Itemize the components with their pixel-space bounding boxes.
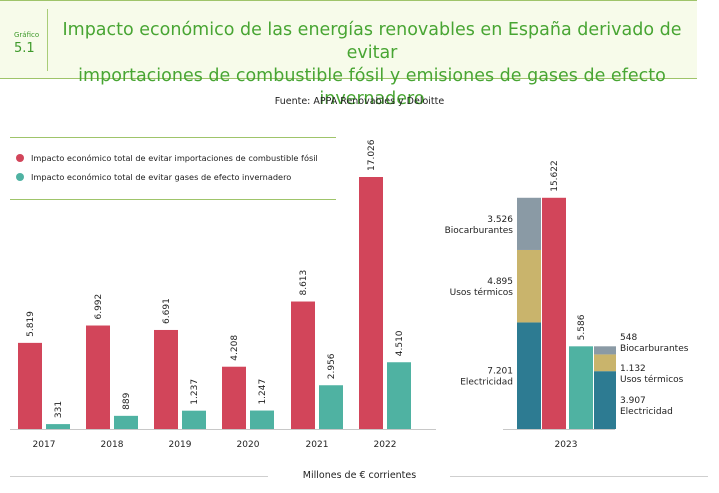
- breakdown-name-fossil-0: Biocarburantes: [445, 226, 514, 236]
- breakdown-name-emissions-1: Usos térmicos: [620, 374, 684, 385]
- bar-fossil-2023-biocarburantes: [517, 197, 541, 250]
- units-text: Millones de € corrientes: [294, 470, 425, 481]
- x-tick-2018: 2018: [101, 440, 124, 450]
- bar-label-emissions-2018: 889: [122, 392, 132, 409]
- bar-fossil-2020: [222, 366, 246, 429]
- chart-header: Gráfico 5.1 Impacto económico de las ene…: [0, 0, 697, 109]
- breakdown-name-emissions-0: Biocarburantes: [620, 344, 689, 354]
- bar-emissions-2021: [319, 385, 343, 429]
- chart-title-line-1: Impacto económico de las energías renova…: [62, 20, 682, 63]
- bar-fossil-2023-electricidad: [517, 322, 541, 429]
- legend-swatch-emissions: [16, 173, 24, 181]
- bar-fossil-2018: [86, 325, 110, 429]
- bar-emissions-2023: [569, 346, 593, 429]
- breakdown-name-fossil-2: Electricidad: [460, 378, 513, 388]
- x-tick-2017: 2017: [33, 440, 56, 450]
- chart-title: Impacto económico de las energías renova…: [62, 19, 682, 111]
- bar-fossil-2017: [18, 342, 42, 429]
- chart-source: Fuente: APPA Renovables y Deloitte: [274, 96, 445, 107]
- bar-fossil-2019: [154, 329, 178, 429]
- bar-label-fossil-2022: 17.026: [367, 139, 377, 171]
- bar-emissions-2020: [250, 410, 274, 429]
- bar-label-fossil-2023: 15.622: [550, 160, 560, 192]
- bar-fossil-2023: [542, 197, 566, 429]
- bar-emissions-2018: [114, 415, 138, 429]
- bar-label-emissions-2023: 5.586: [577, 314, 587, 340]
- x-tick-2022: 2022: [374, 440, 397, 450]
- bar-label-emissions-2020: 1.247: [258, 379, 268, 405]
- breakdown-name-emissions-2: Electricidad: [620, 407, 673, 417]
- chart-label: Gráfico: [14, 31, 40, 39]
- legend-bottom-rule: [10, 199, 336, 200]
- legend-top-rule: [10, 137, 336, 138]
- bar-fossil-2021: [291, 301, 315, 429]
- legend-item-fossil: Impacto económico total de evitar import…: [16, 153, 318, 163]
- breakdown-name-fossil-1: Usos térmicos: [450, 287, 514, 298]
- bar-emissions-2023-electricidad: [594, 371, 616, 429]
- bar-label-fossil-2017: 5.819: [26, 311, 36, 337]
- bar-label-fossil-2020: 4.208: [230, 335, 240, 361]
- breakdown-value-emissions-2: 3.907: [620, 396, 646, 406]
- bar-label-emissions-2019: 1.237: [190, 379, 200, 405]
- bar-fossil-2023-usos-térmicos: [517, 249, 541, 323]
- chart-number: 5.1: [14, 41, 35, 56]
- breakdown-value-fossil-1: 4.895: [487, 277, 513, 287]
- bar-label-fossil-2021: 8.613: [299, 270, 309, 296]
- breakdown-value-emissions-0: 548: [620, 333, 637, 343]
- bar-emissions-2022: [387, 362, 411, 429]
- units-label: Millones de € corrientes: [0, 470, 719, 481]
- bar-emissions-2023-biocarburantes: [594, 346, 616, 355]
- bar-emissions-2017: [46, 424, 70, 429]
- header-divider: [47, 9, 48, 71]
- bar-label-fossil-2019: 6.691: [162, 298, 172, 324]
- bar-label-fossil-2018: 6.992: [94, 294, 104, 320]
- bar-label-emissions-2017: 331: [54, 401, 64, 418]
- legend-label-fossil: Impacto económico total de evitar import…: [31, 153, 318, 163]
- bar-emissions-2019: [182, 410, 206, 429]
- legend-label-emissions: Impacto económico total de evitar gases …: [31, 172, 292, 182]
- bar-emissions-2023-usos-térmicos: [594, 354, 616, 372]
- breakdown-value-fossil-2: 7.201: [487, 367, 513, 377]
- bar-label-emissions-2021: 2.956: [327, 353, 337, 379]
- chart-title-line-2: importaciones de combustible fósil y emi…: [78, 66, 666, 109]
- legend-swatch-fossil: [16, 154, 24, 162]
- legend-item-emissions: Impacto económico total de evitar gases …: [16, 172, 291, 182]
- breakdown-value-emissions-1: 1.132: [620, 364, 646, 374]
- x-tick-2021: 2021: [306, 440, 329, 450]
- x-tick-2019: 2019: [169, 440, 192, 450]
- x-tick-2023: 2023: [555, 440, 578, 450]
- x-tick-2020: 2020: [237, 440, 260, 450]
- breakdown-value-fossil-0: 3.526: [487, 215, 513, 225]
- bar-label-emissions-2022: 4.510: [395, 330, 405, 356]
- bar-fossil-2022: [359, 177, 383, 429]
